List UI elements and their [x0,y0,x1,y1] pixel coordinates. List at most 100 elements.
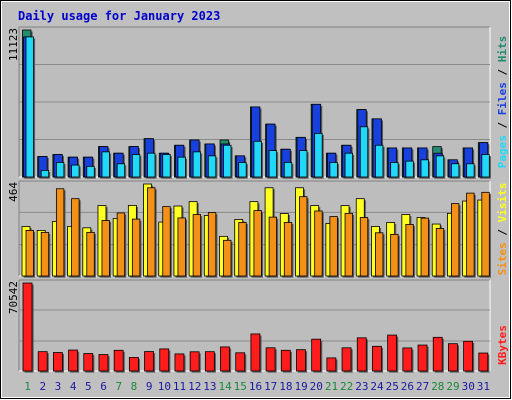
legend-part: Sites [496,242,509,275]
bar-pages [405,160,414,178]
day-label: 24 [370,380,384,393]
bar-sites [283,222,293,277]
bar-sites [55,188,65,277]
legend-part: Files [496,82,509,122]
legend-part: / [496,122,509,136]
day-label: 9 [146,380,153,393]
bar-pages [192,151,202,178]
day-label: 6 [100,380,107,393]
bar-kbytes [235,352,246,372]
bar-pages [238,162,247,178]
bar-kbytes [387,334,398,372]
bar-sites [162,206,171,277]
day-label: 31 [477,380,490,393]
bar-sites [481,191,490,277]
bar-sites [390,233,399,277]
day-label: 13 [203,380,216,393]
day-label: 12 [188,380,201,393]
bar-sites [299,196,308,277]
bar-sites [466,192,475,277]
bar-kbytes [463,340,474,372]
series-legend: Sites / Visits [496,183,509,276]
day-label: 26 [401,380,414,393]
bar-pages [375,144,384,178]
bar-pages [116,163,126,178]
bar-pages [435,155,445,178]
bar-pages [162,154,171,178]
day-label: 7 [115,380,122,393]
bar-kbytes [296,349,306,372]
bar-sites [223,239,232,277]
day-label: 21 [325,380,338,393]
day-label: 20 [310,380,323,393]
legend-part: / [496,229,509,243]
day-label: 19 [294,380,307,393]
bar-sites [101,220,110,277]
day-label: 30 [462,380,475,393]
day-label: 22 [340,380,353,393]
panel-kbytes: 70542 KBytes [7,279,509,373]
bar-kbytes [448,343,458,372]
bar-pages [451,163,460,178]
bar-sites [268,216,277,277]
bar-pages [314,132,323,178]
day-label: 1 [24,380,31,393]
bar-kbytes [432,336,443,372]
bar-pages [55,162,65,178]
bar-kbytes [128,357,139,372]
bar-kbytes [417,344,428,372]
bar-pages [177,156,186,178]
bar-pages [481,154,490,178]
day-label: 18 [279,380,292,393]
bar-sites [238,222,247,277]
bar-sites [359,217,369,277]
bar-sites [451,203,460,277]
series-legend: KBytes [496,325,509,365]
bar-sites [147,187,156,277]
legend-part: Visits [496,183,509,229]
day-label: 23 [355,380,368,393]
bar-kbytes [37,351,48,372]
bar-pages [101,151,110,178]
bar-kbytes [402,347,413,372]
bar-pages [71,164,80,178]
bar-sites [314,210,323,277]
bar-pages [25,36,34,178]
day-label: 5 [85,380,92,393]
bar-kbytes [341,347,352,372]
bar-pages [207,155,217,178]
bars [22,29,491,179]
bar-pages [283,162,293,178]
day-label: 29 [446,380,459,393]
bar-kbytes [311,338,322,372]
chart-panels: 11123 Pages / Files / Hits 464 Sites / Visi… [7,26,509,373]
bar-pages [344,152,353,178]
bar-pages [147,152,156,178]
bar-pages [299,150,308,178]
series-legend: Pages / Files / Hits [496,36,509,169]
bar-kbytes [83,353,94,372]
bar-kbytes [280,349,291,372]
day-label: 4 [70,380,77,393]
bar-sites [116,212,126,277]
bar-sites [375,232,384,277]
bar-kbytes [98,354,109,372]
bar-pages [466,163,475,178]
bar-sites [25,229,34,277]
day-label: 2 [39,380,46,393]
bar-sites [344,212,353,277]
legend-part: Pages [496,135,509,168]
bar-kbytes [144,351,154,372]
day-labels: 1 2 3 4 5 6 7 8 9 10 11 12 13 14 15 16 17 18 19 20 21 22 23 24 2… [24,380,490,393]
bar-sites [405,224,414,277]
bar-sites [71,198,80,277]
bar-sites [329,216,338,277]
bar-pages [86,166,95,178]
bar-kbytes [265,347,276,372]
day-label: 17 [264,380,277,393]
day-label: 15 [234,380,247,393]
bar-kbytes [159,348,170,372]
bar-kbytes [250,333,261,372]
y-max-label: 11123 [7,28,20,61]
bar-kbytes [113,349,124,372]
